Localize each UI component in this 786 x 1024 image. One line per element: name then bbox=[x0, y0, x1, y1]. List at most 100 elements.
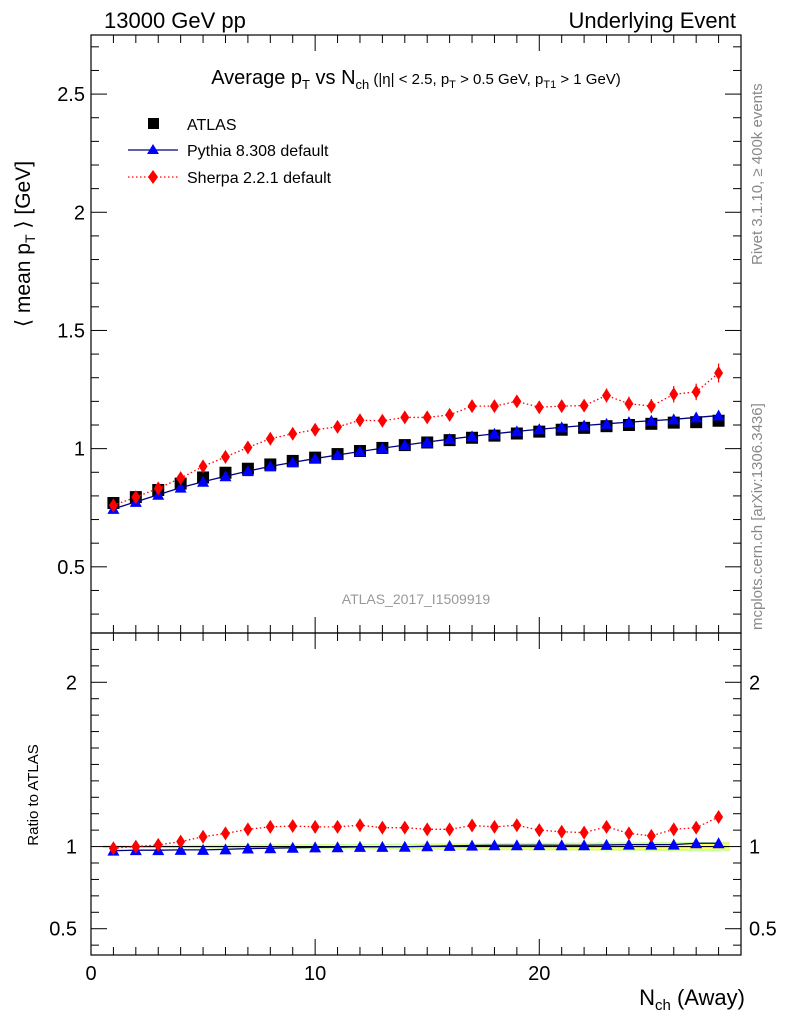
pythia-main-point bbox=[286, 456, 299, 468]
sherpa-main-point bbox=[198, 459, 208, 474]
pythia-ratio-point bbox=[622, 838, 635, 850]
pythia-ratio-point bbox=[533, 839, 546, 851]
sherpa-ratio-point bbox=[646, 828, 656, 843]
pythia-ratio-point bbox=[488, 839, 501, 851]
mcplots-label: mcplots.cern.ch [arXiv:1306.3436] bbox=[749, 403, 766, 630]
pythia-main-point bbox=[712, 409, 725, 421]
pythia-main-point bbox=[578, 419, 591, 431]
sherpa-ratio-point bbox=[691, 820, 701, 835]
ratio-y-ticks: 0.5 0.5 1 1 2 2 bbox=[49, 648, 777, 946]
sherpa-ratio-point bbox=[310, 819, 320, 834]
pythia-main-point bbox=[376, 442, 389, 454]
sherpa-ratio-point bbox=[489, 819, 499, 834]
pythia-ratio-point bbox=[174, 843, 187, 855]
sherpa-ratio-point bbox=[467, 818, 477, 833]
sherpa-main-point bbox=[400, 410, 410, 425]
series-layer bbox=[107, 363, 725, 856]
sherpa-main-point bbox=[422, 410, 432, 425]
pythia-ratio-point bbox=[219, 843, 232, 855]
pythia-ratio-point bbox=[645, 838, 658, 850]
pythia-main-point bbox=[421, 436, 434, 448]
sherpa-main-point bbox=[377, 413, 387, 428]
watermark: ATLAS_2017_I1509919 bbox=[342, 591, 491, 607]
sherpa-ratio-point bbox=[153, 837, 163, 852]
pythia-main-point bbox=[331, 449, 344, 461]
sherpa-main-point bbox=[467, 399, 477, 414]
sherpa-main-point bbox=[355, 413, 365, 428]
sherpa-ratio-point bbox=[108, 841, 118, 856]
sherpa-ratio-point bbox=[131, 839, 141, 854]
pythia-main-point bbox=[219, 470, 232, 482]
sherpa-ratio-point bbox=[669, 822, 679, 837]
x-ticks: 0 10 20 bbox=[85, 35, 742, 985]
pythia-main-line bbox=[113, 414, 719, 510]
rivet-label: Rivet 3.1.10, ≥ 400k events bbox=[749, 83, 766, 265]
legend-pythia-marker bbox=[147, 144, 159, 154]
legend-sherpa-label: Sherpa 2.2.1 default bbox=[187, 170, 332, 187]
sherpa-main-point bbox=[669, 387, 679, 402]
pythia-ratio-point bbox=[421, 840, 434, 852]
sherpa-ratio-point bbox=[265, 819, 275, 834]
pythia-ratio-point bbox=[510, 839, 523, 851]
sherpa-main-point bbox=[220, 449, 230, 464]
sherpa-ratio-point bbox=[377, 820, 387, 835]
ratio-y-tick-label-left: 0.5 bbox=[49, 919, 77, 941]
pythia-ratio-point bbox=[331, 841, 344, 853]
main-y-tick-label: 0.5 bbox=[57, 557, 85, 579]
sherpa-main-point bbox=[310, 422, 320, 437]
sherpa-main-point bbox=[131, 490, 141, 505]
pythia-main-point bbox=[690, 411, 703, 423]
pythia-ratio-point bbox=[197, 843, 210, 855]
sherpa-ratio-point bbox=[624, 826, 634, 841]
pythia-ratio-point bbox=[600, 838, 613, 850]
sherpa-main-point bbox=[602, 388, 612, 403]
pythia-main-point bbox=[353, 445, 366, 457]
sherpa-ratio-point bbox=[243, 822, 253, 837]
sherpa-ratio-point bbox=[288, 819, 298, 834]
pythia-ratio-point bbox=[443, 839, 456, 851]
pythia-ratio-point bbox=[578, 839, 591, 851]
pythia-main-point bbox=[398, 439, 411, 451]
pythia-ratio-point bbox=[690, 837, 703, 849]
pythia-ratio-point bbox=[241, 842, 254, 854]
legend: ATLAS Pythia 8.308 default Sherpa 2.2.1 … bbox=[128, 117, 332, 187]
pythia-main-point bbox=[197, 475, 210, 487]
legend-pythia-label: Pythia 8.308 default bbox=[187, 143, 329, 160]
pythia-main-point bbox=[533, 423, 546, 435]
sherpa-main-point bbox=[534, 400, 544, 415]
main-y-tick-label: 2 bbox=[74, 202, 85, 224]
x-axis-label: Nch (Away) bbox=[639, 985, 745, 1014]
sherpa-main-point bbox=[265, 431, 275, 446]
pythia-ratio-line bbox=[113, 842, 719, 852]
sherpa-main-point bbox=[714, 366, 724, 380]
sherpa-main-point bbox=[445, 407, 455, 422]
main-y-tick-label: 2.5 bbox=[57, 84, 85, 106]
pythia-main-point bbox=[174, 481, 187, 493]
pythia-ratio-point bbox=[712, 837, 725, 849]
sherpa-main-point bbox=[153, 481, 163, 496]
main-y-tick-label: 1 bbox=[74, 439, 85, 461]
sherpa-ratio-point bbox=[333, 819, 343, 834]
sherpa-ratio-point bbox=[176, 834, 186, 849]
header-right: Underlying Event bbox=[568, 8, 736, 33]
ratio-y-tick-label-right: 0.5 bbox=[749, 919, 777, 941]
x-tick-label: 10 bbox=[304, 963, 326, 985]
sherpa-ratio-point bbox=[400, 820, 410, 835]
sherpa-ratio-point bbox=[220, 826, 230, 841]
sherpa-ratio-point bbox=[422, 822, 432, 837]
sherpa-ratio-point bbox=[198, 829, 208, 844]
sherpa-ratio-point bbox=[557, 824, 567, 839]
ratio-y-tick-label-left: 1 bbox=[66, 837, 77, 859]
sherpa-main-point bbox=[624, 396, 634, 411]
pythia-ratio-point bbox=[667, 838, 680, 850]
sherpa-ratio-point bbox=[534, 823, 544, 838]
pythia-main-point bbox=[241, 465, 254, 477]
sherpa-main-point bbox=[646, 399, 656, 414]
ratio-y-tick-label-right: 2 bbox=[749, 672, 760, 694]
x-tick-label: 0 bbox=[85, 963, 96, 985]
sherpa-main-point bbox=[579, 398, 589, 413]
main-y-ticks: 0.5 1 1.5 2 2.5 bbox=[57, 46, 741, 615]
pythia-main-point bbox=[466, 430, 479, 442]
pythia-main-point bbox=[645, 414, 658, 426]
sherpa-main-point bbox=[512, 394, 522, 409]
